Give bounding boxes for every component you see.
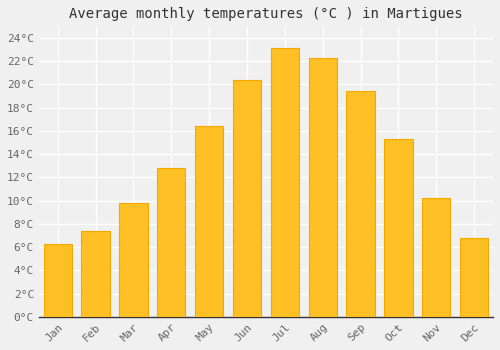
Bar: [82, 231, 110, 317]
Bar: [422, 198, 450, 317]
Bar: [460, 238, 488, 317]
Bar: [270, 48, 299, 317]
Bar: [384, 139, 412, 317]
Bar: [195, 126, 224, 317]
Title: Average monthly temperatures (°C ) in Martigues: Average monthly temperatures (°C ) in Ma…: [69, 7, 462, 21]
Bar: [157, 168, 186, 317]
Bar: [233, 80, 261, 317]
Bar: [346, 91, 375, 317]
Bar: [308, 58, 337, 317]
Bar: [119, 203, 148, 317]
Bar: [44, 244, 72, 317]
